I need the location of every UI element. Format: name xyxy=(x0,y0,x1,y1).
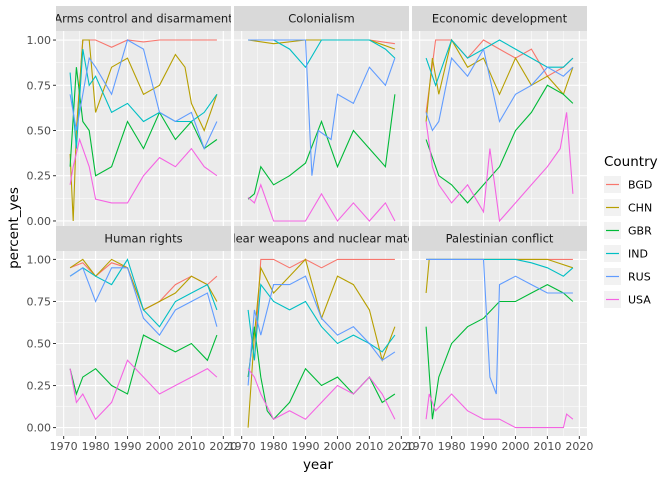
y-tick-label: 1.00 xyxy=(27,34,52,47)
legend-label: IND xyxy=(628,248,648,261)
series-line-chn xyxy=(247,258,396,428)
series-line-bgd xyxy=(253,258,395,361)
series-line-rus xyxy=(69,39,218,151)
series-line-ind xyxy=(248,39,396,69)
x-tick-label: 2020 xyxy=(387,440,415,453)
x-tick-label: 2020 xyxy=(209,440,237,453)
x-tick-label: 2000 xyxy=(323,440,351,453)
legend-label: BGD xyxy=(628,179,652,192)
series-line-rus xyxy=(69,266,218,336)
x-tick-label: 1980 xyxy=(82,440,110,453)
series-line-bgd xyxy=(425,39,574,113)
facet-strip xyxy=(412,226,587,251)
series-line-usa xyxy=(247,183,396,222)
series-line-usa xyxy=(247,368,396,420)
series-line-gbr xyxy=(425,84,574,204)
series-line-usa xyxy=(69,359,218,421)
facet-strip xyxy=(234,6,409,31)
series-line-gbr xyxy=(69,334,218,396)
y-tick-label: 0.00 xyxy=(27,215,52,228)
series-line-ind xyxy=(69,49,218,149)
facet-panel: Arms control and disarmament 0.00 0.25 0.50… xyxy=(27,6,233,230)
series-line-rus xyxy=(426,258,573,395)
series-line-rus xyxy=(248,39,396,176)
series-line-ind xyxy=(425,38,574,87)
x-tick-label: 1990 xyxy=(114,440,142,453)
legend-title: Country xyxy=(604,154,658,170)
series-line-chn xyxy=(69,39,218,222)
series-line-usa xyxy=(425,393,574,429)
facet-strip xyxy=(234,226,409,251)
y-tick-label: 0.50 xyxy=(27,125,52,138)
facet-strip-title: Palestinian conflict xyxy=(446,232,554,246)
facet-panel: Palestinian conflict 1970 1980 1990 2000 2010… xyxy=(406,226,593,453)
x-tick-label: 2010 xyxy=(355,440,383,453)
facet-strip xyxy=(56,226,231,251)
x-tick-label: 1970 xyxy=(50,440,78,453)
facet-strip-title: Colonialism xyxy=(288,12,354,26)
x-tick-label: 2000 xyxy=(501,440,529,453)
x-tick-label: 1980 xyxy=(438,440,466,453)
x-tick-label: 2000 xyxy=(145,440,173,453)
series-line-rus xyxy=(425,47,574,132)
x-tick-label: 1980 xyxy=(260,440,288,453)
series-line-chn xyxy=(425,38,574,122)
facet-strip-title: Nuclear weapons and nuclear material xyxy=(210,232,433,246)
legend-label: GBR xyxy=(628,225,652,238)
series-line-rus xyxy=(247,275,396,386)
y-tick-label: 0.75 xyxy=(27,79,52,92)
y-tick-label: 0.00 xyxy=(27,422,52,435)
y-tick-label: 0.25 xyxy=(27,170,52,183)
facet-panel: Colonialism xyxy=(234,6,409,230)
series-line-gbr xyxy=(247,94,396,200)
facet-strip xyxy=(412,6,587,31)
x-tick-label: 2010 xyxy=(177,440,205,453)
y-tick-label: 0.50 xyxy=(27,338,52,351)
y-tick-label: 1.00 xyxy=(27,253,52,266)
facet-strip xyxy=(56,6,231,31)
series-line-usa xyxy=(69,137,218,204)
x-tick-label: 1970 xyxy=(228,440,256,453)
legend-label: USA xyxy=(628,294,651,307)
x-tick-label: 2010 xyxy=(533,440,561,453)
x-tick-label: 1970 xyxy=(406,440,434,453)
y-tick-label: 0.25 xyxy=(27,380,52,393)
series-line-ind xyxy=(247,283,396,361)
facet-panel: Economic development xyxy=(412,6,587,230)
x-tick-label: 1990 xyxy=(292,440,320,453)
facet-panel: Human rights 0.00 0.25 0.50 0.75 1.00 1970 1980… xyxy=(27,226,237,453)
y-axis-title: percent_yes xyxy=(6,187,22,269)
series-line-gbr xyxy=(425,283,574,420)
series-line-usa xyxy=(425,112,574,223)
facet-panel: Nuclear weapons and nuclear material 1970… xyxy=(210,226,433,453)
x-axis-title: year xyxy=(303,457,334,473)
x-tick-label: 2020 xyxy=(565,440,593,453)
legend: Country BGD CHN GBR IND RUS USA xyxy=(604,154,658,308)
x-tick-label: 1990 xyxy=(470,440,498,453)
facet-strip-title: Arms control and disarmament xyxy=(54,12,233,26)
facet-strip-title: Economic development xyxy=(432,12,568,26)
facet-strip-title: Human rights xyxy=(104,232,182,246)
legend-label: RUS xyxy=(628,271,651,284)
legend-label: CHN xyxy=(628,202,652,215)
series-line-ind xyxy=(69,258,218,328)
y-tick-label: 0.75 xyxy=(27,295,52,308)
